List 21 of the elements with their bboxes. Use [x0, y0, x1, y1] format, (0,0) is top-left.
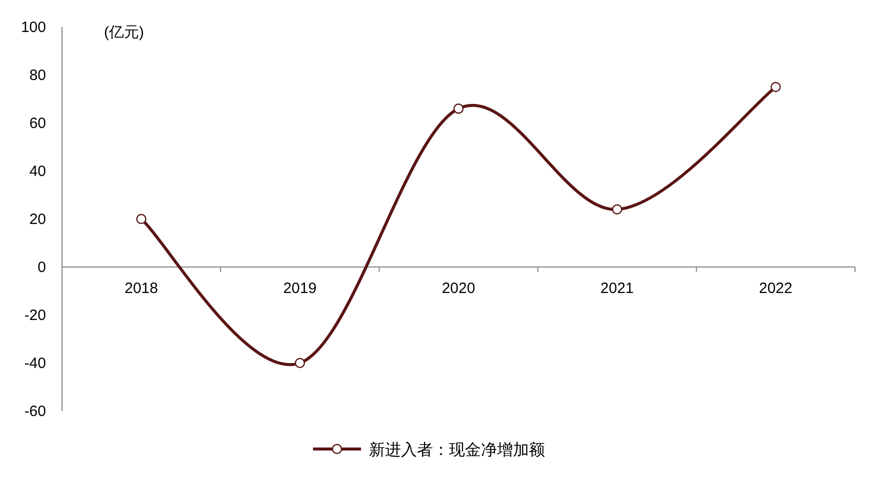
point	[294, 358, 305, 368]
x-tick-label: 2021	[600, 280, 634, 297]
x-tick-label: 2018	[124, 280, 158, 297]
point	[612, 204, 622, 214]
y-tick-label: 0	[38, 259, 46, 276]
y-axis-title: (亿元)	[104, 24, 144, 41]
y-tick-label: 80	[29, 67, 46, 84]
y-tick-label: 20	[29, 211, 46, 228]
point	[453, 104, 464, 114]
x-tick-label: 2022	[759, 280, 792, 297]
y-tick-label: 60	[29, 115, 46, 132]
y-tick-label: 100	[20, 19, 46, 36]
point	[136, 214, 146, 224]
point	[770, 82, 781, 92]
y-tick-label: 40	[29, 163, 46, 180]
x-tick-label: 2020	[442, 280, 476, 297]
legend-label: 新进入者：现金净增加额	[369, 441, 545, 459]
y-tick-label: -20	[24, 307, 46, 324]
y-tick-label: -60	[24, 403, 46, 420]
x-tick-label: 2019	[283, 280, 317, 297]
y-tick-label: -40	[24, 355, 46, 372]
